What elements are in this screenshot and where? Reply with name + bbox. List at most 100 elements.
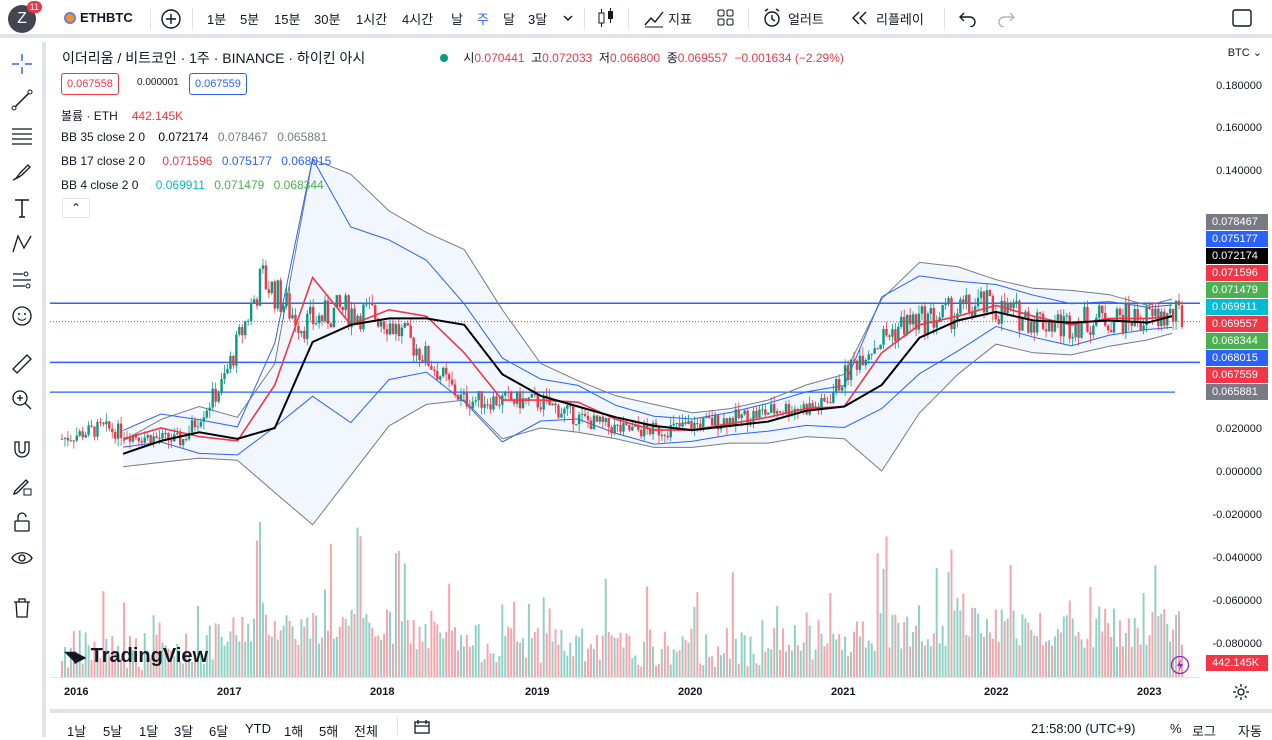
candle-body — [1136, 309, 1139, 322]
ruler-icon[interactable] — [10, 352, 34, 376]
range-5d[interactable]: 5날 — [103, 724, 123, 739]
interval-day[interactable]: 날 — [451, 12, 463, 27]
lock-icon[interactable] — [10, 510, 34, 534]
volume-bar — [858, 636, 861, 677]
interval-4h[interactable]: 4시간 — [402, 12, 434, 27]
range-6m[interactable]: 6달 — [209, 724, 229, 739]
pattern-icon[interactable] — [10, 232, 34, 256]
volume-bar — [300, 619, 303, 677]
interval-5m[interactable]: 5분 — [240, 12, 260, 27]
horizontal-lines-icon[interactable] — [10, 124, 34, 148]
indicators-icon[interactable] — [643, 7, 665, 29]
bb35-basis-line — [122, 310, 1173, 455]
lightning-icon[interactable] — [1170, 655, 1190, 675]
interval-30m[interactable]: 30분 — [314, 12, 341, 27]
trash-icon[interactable] — [10, 596, 34, 620]
eye-icon[interactable] — [10, 546, 34, 570]
range-1y[interactable]: 1해 — [284, 724, 304, 739]
buy-price-button[interactable]: 0.067559 — [189, 73, 247, 95]
plus-circle-icon[interactable] — [160, 8, 182, 30]
candle-body — [728, 417, 732, 428]
volume-bar — [182, 663, 185, 677]
price-axis[interactable]: BTC ⌄ 0.180000 0.160000 0.140000 0.02000… — [1200, 42, 1272, 677]
volume-bar — [202, 663, 205, 677]
log-scale-toggle[interactable]: 로그 — [1192, 724, 1216, 739]
replay-button[interactable]: 리플레이 — [876, 12, 924, 27]
volume-bar — [536, 628, 539, 677]
range-1d[interactable]: 1날 — [67, 724, 87, 739]
candle-body — [982, 291, 986, 313]
layout-grid-icon[interactable] — [716, 8, 736, 28]
undo-icon[interactable] — [958, 9, 978, 27]
interval-month[interactable]: 달 — [503, 12, 515, 27]
candle-body — [968, 294, 971, 313]
brush-icon[interactable] — [10, 160, 34, 184]
range-5y[interactable]: 5해 — [319, 724, 339, 739]
interval-15m[interactable]: 15분 — [274, 12, 301, 27]
interval-1h[interactable]: 1시간 — [356, 12, 388, 27]
candle-body — [102, 422, 105, 425]
alert-button[interactable]: 얼러트 — [788, 12, 824, 27]
magnet-icon[interactable] — [10, 438, 34, 462]
volume-bar — [1098, 606, 1101, 677]
candle-body — [574, 424, 578, 426]
range-1m[interactable]: 1달 — [139, 724, 159, 739]
volume-bar — [879, 613, 882, 677]
fullscreen-icon[interactable] — [1232, 9, 1252, 27]
range-all[interactable]: 전체 — [354, 724, 378, 739]
candle-body — [164, 432, 167, 434]
candle-body — [282, 306, 285, 312]
chevron-down-icon[interactable] — [562, 12, 574, 24]
candle-body — [637, 424, 640, 430]
timezone-selector[interactable]: 21:58:00 (UTC+9) — [1031, 721, 1136, 736]
candle-chart-type-icon[interactable] — [595, 7, 617, 29]
symbol-search-button[interactable]: ETHBTC — [64, 10, 133, 25]
currency-selector[interactable]: BTC ⌄ — [1227, 47, 1262, 59]
text-tool-icon[interactable] — [10, 196, 34, 220]
goto-date-icon[interactable] — [414, 719, 432, 735]
sell-price-button[interactable]: 0.067558 — [61, 73, 119, 95]
collapse-legend-button[interactable]: ⌃ — [62, 198, 90, 218]
interval-3month[interactable]: 3달 — [528, 12, 548, 27]
candle-body — [533, 393, 537, 395]
price-tag-label: 0.072174 — [1206, 248, 1268, 264]
prediction-icon[interactable] — [10, 268, 34, 292]
volume-bar — [492, 653, 495, 677]
volume-bar — [1139, 644, 1142, 677]
candle-body — [229, 355, 232, 369]
volume-bar — [743, 635, 746, 677]
candle-body — [176, 433, 179, 435]
price-chart[interactable] — [50, 42, 1200, 677]
interval-week[interactable]: 주 — [477, 12, 489, 27]
crosshair-icon[interactable] — [10, 52, 34, 76]
percent-scale-toggle[interactable]: % — [1170, 721, 1182, 736]
candle-body — [439, 376, 442, 380]
candle-body — [826, 401, 829, 403]
candle-body — [725, 418, 729, 428]
candle-body — [1030, 321, 1033, 333]
trend-line-icon[interactable] — [10, 88, 34, 112]
range-3m[interactable]: 3달 — [174, 724, 194, 739]
time-axis[interactable]: 2016 2017 2018 2019 2020 2021 2022 2023 — [50, 677, 1200, 707]
replay-rewind-icon[interactable] — [851, 11, 869, 25]
volume-bar — [1104, 608, 1107, 677]
lock-drawing-icon[interactable] — [10, 474, 34, 498]
candle-body — [920, 306, 924, 314]
range-ytd[interactable]: YTD — [245, 721, 271, 736]
bb35-upper-line — [122, 158, 1173, 442]
volume-bar — [1121, 646, 1124, 677]
interval-1m[interactable]: 1분 — [207, 12, 227, 27]
user-avatar[interactable]: Z 11 — [8, 1, 42, 33]
candle-body — [335, 295, 339, 308]
auto-scale-toggle[interactable]: 자동 — [1238, 724, 1262, 739]
candle-body — [846, 365, 850, 381]
indicators-button[interactable]: 지표 — [668, 12, 692, 27]
candle-body — [338, 295, 341, 307]
settings-gear-icon[interactable] — [1232, 683, 1250, 701]
alarm-clock-icon[interactable] — [761, 7, 783, 29]
redo-icon[interactable] — [996, 9, 1016, 27]
candle-body — [362, 304, 365, 330]
candle-body — [542, 395, 545, 410]
zoom-in-icon[interactable] — [10, 388, 34, 412]
emoji-icon[interactable] — [10, 304, 34, 328]
